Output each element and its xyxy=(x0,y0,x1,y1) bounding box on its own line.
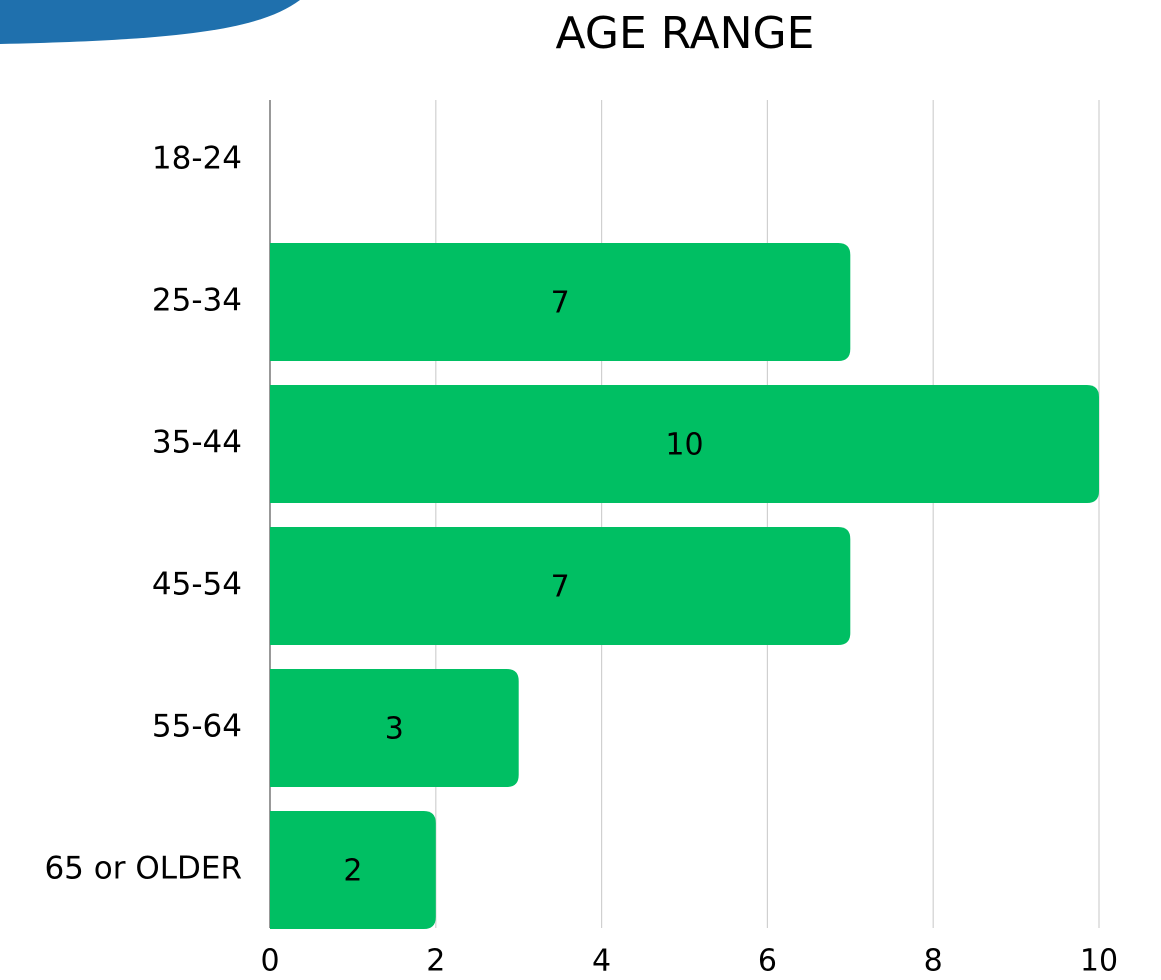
data-label: 7 xyxy=(551,286,570,321)
bar xyxy=(270,385,1099,503)
bar xyxy=(270,243,851,361)
x-tick-label: 10 xyxy=(1080,944,1118,979)
x-tick-label: 0 xyxy=(260,944,279,979)
y-tick-label: 65 or OLDER xyxy=(44,851,242,887)
y-tick-label: 55-64 xyxy=(152,709,242,745)
x-tick-label: 4 xyxy=(592,944,611,979)
data-label: 10 xyxy=(665,428,703,463)
y-tick-label: 18-24 xyxy=(152,141,242,177)
bar xyxy=(270,669,519,787)
chart-title: AGE RANGE xyxy=(556,8,815,59)
data-label: 7 xyxy=(551,570,570,605)
y-tick-label: 35-44 xyxy=(152,425,242,461)
data-label: 2 xyxy=(343,854,362,889)
x-tick-label: 6 xyxy=(758,944,777,979)
y-tick-label: 25-34 xyxy=(152,283,242,319)
data-label: 3 xyxy=(385,712,404,747)
x-tick-label: 2 xyxy=(426,944,445,979)
y-tick-label: 45-54 xyxy=(152,567,242,603)
decorative-shape xyxy=(0,0,300,44)
bar xyxy=(270,811,436,929)
x-tick-label: 8 xyxy=(924,944,943,979)
bar xyxy=(270,527,851,645)
